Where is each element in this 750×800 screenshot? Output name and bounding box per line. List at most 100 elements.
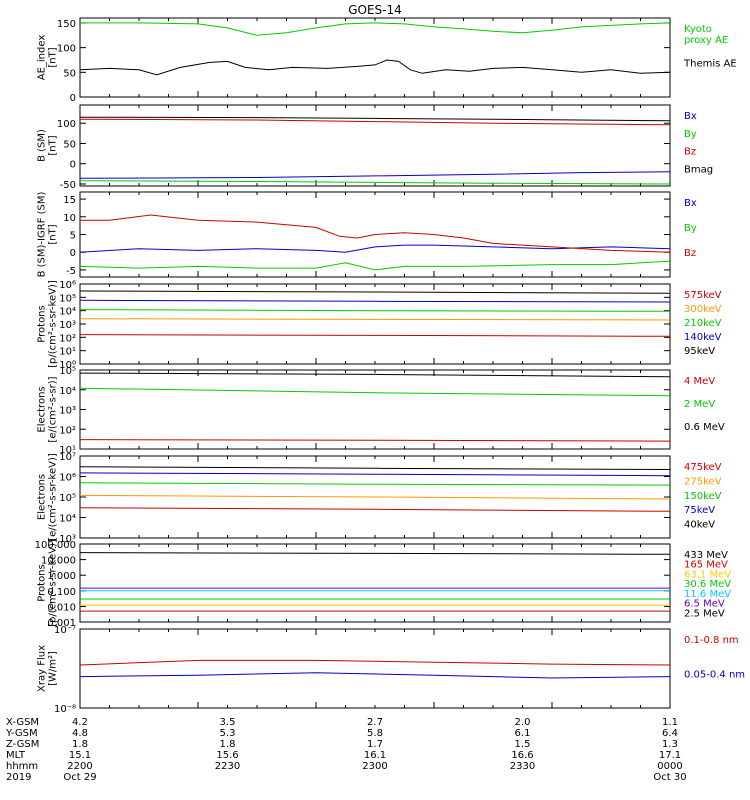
panel-frame: [79, 369, 671, 450]
y-tick-label: 0: [70, 160, 76, 171]
x-tick-value: 3.5: [220, 717, 236, 728]
y-tick-label: 100.000: [35, 540, 76, 551]
legend-entry: 0.6 MeV: [684, 422, 725, 433]
panel-5: 10³ 10⁴ 10⁵ 10⁶ 10⁷Electrons[e/(cm²-s-sr-keV…: [37, 452, 722, 545]
y-axis-label: AE_index[nT]: [37, 35, 59, 81]
legend-entry: 4 MeV: [684, 376, 715, 387]
series-line: [79, 372, 671, 378]
legend-entry: 575keV: [684, 290, 722, 301]
x-tick-value: 1.3: [662, 739, 678, 750]
x-tick-value: 1.7: [367, 739, 383, 750]
x-tick-value: 2.7: [367, 717, 383, 728]
series-line: [79, 466, 671, 470]
legend-entry: 63.1 MeV: [684, 569, 731, 580]
series-line: [79, 552, 671, 555]
x-tick-value: 1.5: [515, 739, 531, 750]
x-row-label: X-GSM: [6, 717, 39, 728]
legend-entry: Kyoto proxy AE: [684, 24, 728, 46]
x-tick-value: 0000: [657, 761, 682, 772]
series-line: [79, 299, 671, 303]
x-row-label: hhmm: [6, 761, 38, 772]
y-tick-label: 15: [63, 195, 76, 206]
panel-frame: [79, 17, 671, 98]
y-axis-label: Electrons[e/(cm²-s-sr)]: [37, 376, 59, 442]
x-axis-table: X-GSMY-GSMZ-GSMMLThhmm20194.24.81.815.12…: [5, 717, 687, 783]
y-axis-label: B (SM)-IGRF (SM)[nT]: [37, 192, 59, 278]
y-tick-label: 10⁰: [59, 360, 76, 371]
legend-entry: Bz: [684, 147, 696, 158]
y-tick-label: 10⁶: [59, 473, 76, 484]
y-tick-label: 10²: [59, 333, 76, 344]
y-tick-label: 10²: [59, 425, 76, 436]
x-tick-value: 1.1: [662, 717, 678, 728]
y-tick-label: 50: [63, 139, 76, 150]
legend-entry: 0.1-0.8 nm: [684, 635, 739, 646]
x-tick-value: 2330: [510, 761, 535, 772]
x-tick-value: 6.4: [662, 728, 678, 739]
panel-0: 0 50 100 150 AE_index[nT] Kyoto proxy AE Themis…: [37, 17, 737, 104]
series-line: [80, 22, 671, 36]
panel-7: 10⁻⁸ 10⁻⁷ Xray Flux[W/m²] 0.1-0.8 nm 0.05-0.…: [37, 625, 746, 715]
y-tick-label: -5: [66, 266, 76, 277]
x-tick-value: 2230: [215, 761, 240, 772]
x-tick-value: 2300: [362, 761, 387, 772]
legend-entry: 165 MeV: [684, 560, 728, 571]
x-tick-value: 4.2: [72, 717, 88, 728]
y-tick-label: 0.100: [47, 587, 76, 598]
x-tick-value: Oct 29: [63, 772, 96, 783]
y-axis-label: Xray Flux[W/m²]: [37, 645, 59, 692]
series-line: [79, 260, 671, 271]
y-axis-label: B (SM)[nT]: [37, 129, 59, 162]
series-line: [79, 290, 671, 294]
legend-entry: By: [684, 129, 697, 140]
legend-entry: By: [684, 223, 697, 234]
series-line: [79, 116, 671, 122]
series-line: [79, 118, 671, 126]
legend-entry: 40keV: [684, 520, 715, 531]
y-tick-label: 10⁻⁷: [54, 625, 76, 636]
y-axis-label: Electrons[e/(cm²-s-sr-keV)]: [37, 453, 59, 541]
x-tick-value: 6.1: [515, 728, 531, 739]
panel-3: 10⁰ 10¹ 10² 10³ 10⁴ 10⁵ 10⁶Protons[p/(cm²-s-sr…: [37, 280, 722, 371]
x-tick-value: 1.8: [220, 739, 236, 750]
legend-entry: 75keV: [684, 505, 715, 516]
x-tick-value: Oct 30: [653, 772, 686, 783]
series-line: [79, 439, 671, 442]
legend-entry: Bx: [684, 111, 697, 122]
series-line: [79, 472, 671, 477]
y-tick-label: 10: [63, 213, 76, 224]
panel-frame: [79, 543, 671, 623]
legend-entry: 2 MeV: [684, 399, 715, 410]
y-tick-label: 0: [70, 93, 76, 104]
legend-entry: Bmag: [684, 164, 713, 175]
y-axis-label: Protons[p/(cm²-s-sr-keV)]: [37, 280, 59, 368]
x-tick-value: 16.1: [364, 750, 386, 761]
y-tick-label: 1.000: [47, 571, 76, 582]
legend-entry: Themis AE: [683, 59, 737, 70]
panel-2: -5 0 5 10 15 B (SM)-IGRF (SM)[nT] Bx By Bz: [37, 191, 697, 278]
panel-frame: [79, 283, 671, 365]
series-line: [79, 482, 671, 486]
series-line: [80, 214, 671, 253]
x-row-label: MLT: [6, 750, 26, 761]
y-tick-label: 10⁴: [59, 307, 76, 318]
y-tick-label: 10¹: [59, 347, 76, 358]
legend-entry: Bx: [684, 198, 697, 209]
y-tick-label: 10¹: [59, 445, 76, 456]
legend-entry: 0.05-0.4 nm: [684, 670, 745, 681]
x-tick-value: 2200: [67, 761, 92, 772]
x-tick-value: 4.8: [72, 728, 88, 739]
x-tick-value: 16.6: [511, 750, 533, 761]
y-tick-label: 0: [70, 248, 76, 259]
series-line: [79, 659, 671, 666]
y-tick-label: 10³: [59, 320, 76, 331]
x-tick-value: 15.1: [69, 750, 91, 761]
y-tick-label: 5: [70, 231, 76, 242]
x-row-label: 2019: [6, 772, 31, 783]
legend-entry: 433 MeV: [684, 550, 728, 561]
legend-entry: 30.6 MeV: [684, 579, 731, 590]
y-tick-label: 10⁻⁸: [54, 704, 76, 715]
series-line: [79, 59, 671, 76]
y-tick-label: 0.010: [47, 602, 76, 613]
